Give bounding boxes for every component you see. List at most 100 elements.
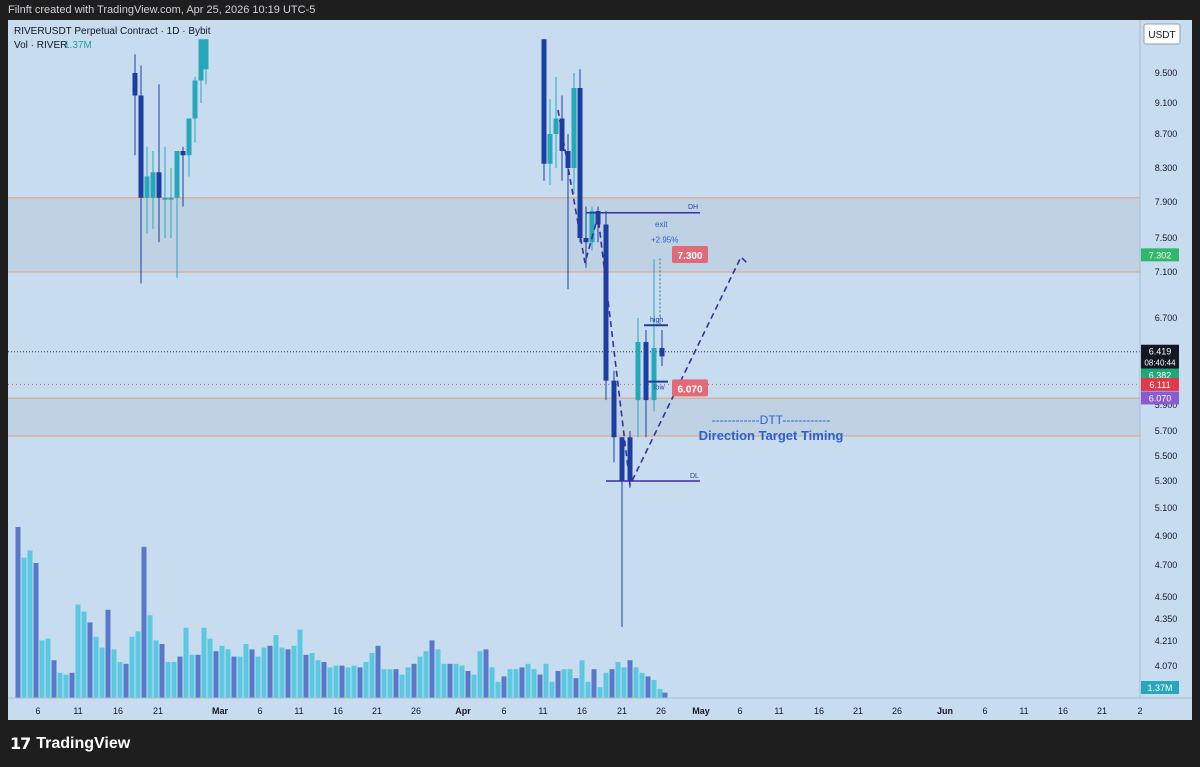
y-axis-ticks: 9.500 9.100 8.700 8.300 7.900 7.500 7.100 6.700… bbox=[1141, 68, 1179, 694]
volume-bar bbox=[621, 667, 627, 698]
volume-bar bbox=[201, 627, 207, 698]
candle-body bbox=[168, 197, 174, 200]
x-tick-label: 6 bbox=[35, 706, 40, 716]
volume-bar bbox=[171, 662, 177, 698]
volume-bar bbox=[327, 667, 333, 698]
volume-bar bbox=[147, 615, 153, 698]
volume-bar bbox=[273, 635, 279, 698]
annotation-layer: DH DL high low exit +2.95% 7.300 6.070 ---------… bbox=[557, 109, 843, 488]
chart-svg[interactable]: DH DL high low exit +2.95% 7.300 6.070 ---------… bbox=[8, 20, 1192, 720]
candle-layer bbox=[132, 39, 665, 627]
volume-bar bbox=[135, 631, 141, 698]
candle-body bbox=[186, 118, 192, 156]
y-tick-label: 4.070 bbox=[1155, 661, 1178, 671]
candle-body bbox=[643, 342, 649, 401]
volume-bar bbox=[501, 676, 507, 698]
volume-bar bbox=[441, 663, 447, 698]
x-tick-label: 11 bbox=[538, 706, 547, 716]
volume-bar bbox=[561, 669, 567, 698]
x-tick-label: Mar bbox=[212, 706, 229, 716]
dh-label: DH bbox=[688, 204, 698, 211]
volume-bar bbox=[477, 651, 483, 698]
volume-bar bbox=[591, 669, 597, 698]
candle-body bbox=[138, 95, 144, 198]
volume-bar bbox=[423, 651, 429, 698]
volume-bar bbox=[261, 647, 267, 698]
badge-green: 6.382 bbox=[1149, 371, 1172, 381]
volume-bar bbox=[363, 662, 369, 698]
volume-bar bbox=[15, 527, 21, 698]
volume-bar bbox=[69, 672, 75, 698]
candle-body bbox=[198, 39, 204, 81]
x-tick-label: 21 bbox=[372, 706, 382, 716]
candle-body bbox=[571, 88, 577, 168]
candle-body bbox=[541, 39, 547, 164]
volume-bar bbox=[81, 611, 87, 698]
y-tick-label: 9.100 bbox=[1155, 98, 1178, 108]
volume-bar bbox=[309, 653, 315, 698]
zone-1 bbox=[8, 398, 1140, 436]
volume-bar bbox=[657, 689, 663, 698]
legend-vol-label: Vol · RIVER bbox=[14, 40, 67, 51]
volume-bar bbox=[87, 622, 93, 698]
zones-layer bbox=[8, 197, 1140, 437]
candle-body bbox=[627, 437, 633, 481]
volume-bar bbox=[369, 653, 375, 698]
tradingview-brand[interactable]: 17 TradingView bbox=[10, 734, 130, 753]
candle-body bbox=[144, 176, 150, 198]
legend-symbol: RIVERUSDT Perpetual Contract · 1D · Bybi… bbox=[14, 26, 211, 37]
legend-vol-value: 1.37M bbox=[64, 40, 92, 51]
candle-body bbox=[611, 380, 617, 438]
volume-bar bbox=[447, 663, 453, 698]
volume-bar bbox=[597, 687, 603, 698]
target-upper-box bbox=[672, 246, 708, 263]
volume-bar bbox=[297, 629, 303, 698]
badge-current: 7.302 bbox=[1149, 250, 1172, 260]
volume-bar bbox=[453, 663, 459, 698]
candle-body bbox=[150, 172, 156, 198]
volume-bar bbox=[51, 660, 57, 698]
volume-bar bbox=[531, 669, 537, 698]
x-tick-label: 11 bbox=[774, 706, 783, 716]
volume-bar bbox=[471, 674, 477, 698]
candle-body bbox=[156, 172, 162, 198]
y-tick-label: 5.900 bbox=[1155, 400, 1178, 410]
target-lower-label: 6.070 bbox=[677, 384, 702, 395]
exit-pct-label: +2.95% bbox=[651, 235, 678, 244]
candle-body bbox=[174, 151, 180, 198]
volume-bar bbox=[507, 669, 513, 698]
tradingview-name: TradingView bbox=[36, 734, 131, 752]
y-tick-label: 5.300 bbox=[1155, 476, 1178, 486]
y-tick-label: 6.700 bbox=[1155, 313, 1178, 323]
volume-bar bbox=[117, 662, 123, 698]
high-label: high bbox=[650, 317, 663, 324]
candle-body bbox=[619, 437, 625, 481]
x-tick-label: 6 bbox=[501, 706, 506, 716]
volume-bar bbox=[315, 660, 321, 698]
x-tick-label: 16 bbox=[113, 706, 123, 716]
candle-body bbox=[659, 348, 665, 357]
candle-body bbox=[547, 134, 553, 164]
volume-bar bbox=[639, 672, 645, 698]
volume-bar bbox=[567, 669, 573, 698]
candle-body bbox=[603, 224, 609, 381]
currency-badge[interactable] bbox=[1143, 23, 1181, 45]
volume-bar bbox=[99, 647, 105, 698]
volume-bar bbox=[195, 654, 201, 698]
x-tick-label: 11 bbox=[73, 706, 82, 716]
candle-body bbox=[635, 342, 641, 401]
volume-bar bbox=[417, 656, 423, 698]
y-tick-label: 8.300 bbox=[1155, 163, 1178, 173]
volume-bar bbox=[633, 667, 639, 698]
volume-bar bbox=[627, 660, 633, 698]
volume-bar bbox=[243, 644, 249, 698]
dtt-title: ------------DTT------------ bbox=[712, 413, 831, 427]
volume-bar bbox=[662, 692, 668, 698]
candle-body bbox=[651, 348, 657, 401]
volume-bar bbox=[399, 674, 405, 698]
volume-bar bbox=[57, 672, 63, 698]
chart-frame[interactable]: DH DL high low exit +2.95% 7.300 6.070 ---------… bbox=[8, 20, 1192, 720]
badge-red-bg bbox=[1141, 377, 1179, 391]
volume-bar bbox=[495, 681, 501, 698]
x-tick-label: 26 bbox=[892, 706, 902, 716]
